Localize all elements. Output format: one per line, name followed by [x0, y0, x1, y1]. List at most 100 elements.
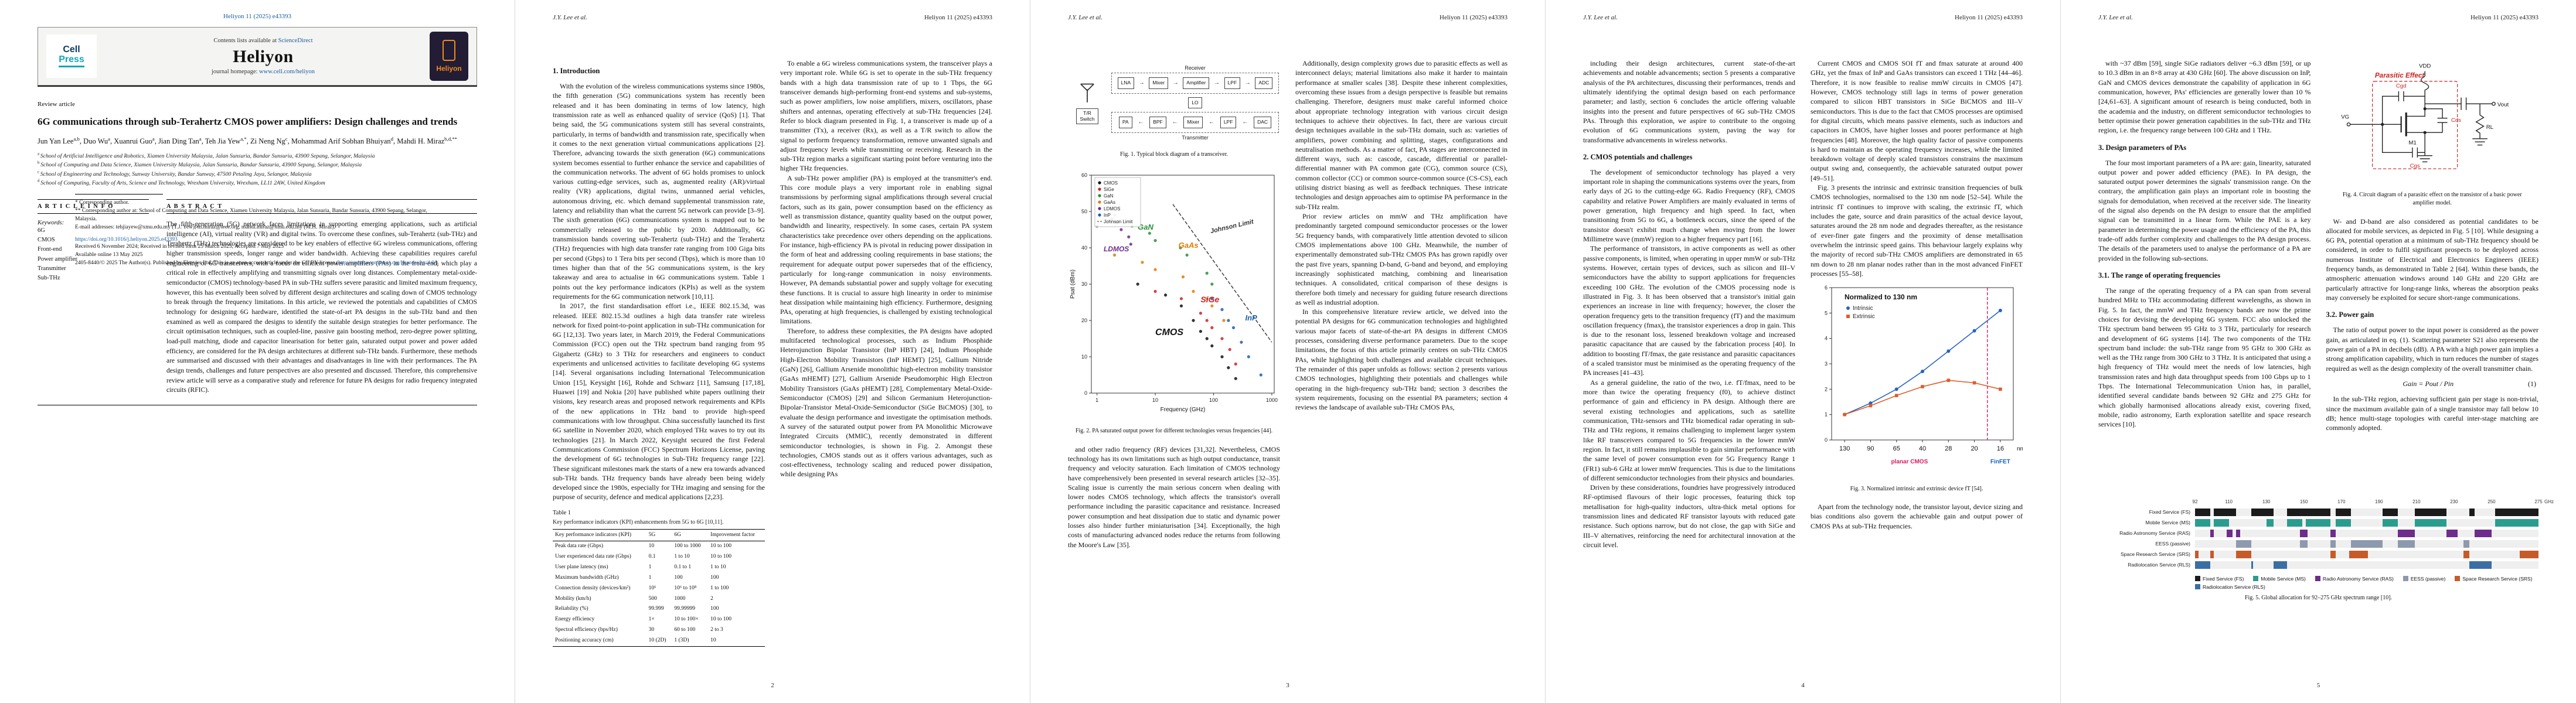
m1-label: M1 — [2408, 139, 2416, 146]
author-name[interactable]: Xuanrui Guo — [114, 137, 152, 146]
author-name[interactable]: Jun Yan Lee — [38, 137, 74, 146]
block-amplifier: Amplifier — [1183, 77, 1210, 89]
list-item: Received 6 November 2024; Received in re… — [75, 243, 284, 250]
running-issue: Heliyon 11 (2025) e43393 — [924, 14, 992, 21]
column-header: Improvement factor — [708, 528, 765, 541]
cellpress-logo[interactable]: Cell Press — [46, 35, 97, 78]
author-name[interactable]: Teh Jia Yew — [205, 137, 241, 146]
allocation-block — [2274, 561, 2287, 569]
transmitter-label: Transmitter — [1182, 134, 1209, 141]
vout-label: Vout — [2497, 101, 2509, 108]
svg-text:LDMOS: LDMOS — [1104, 206, 1120, 211]
allocation-block — [2475, 529, 2492, 537]
block-adc: ADC — [1255, 77, 1273, 89]
allocation-block — [2414, 508, 2447, 516]
svg-text:GaAs: GaAs — [1104, 200, 1115, 205]
homepage-line: journal homepage: www.cell.com/heliyon — [103, 69, 424, 75]
svg-text:FinFET: FinFET — [1990, 459, 2010, 465]
allocation-block — [2236, 529, 2240, 537]
copyright-suffix: ). — [435, 260, 440, 267]
allocation-block — [2195, 561, 2210, 569]
svg-text:4: 4 — [1825, 336, 1828, 342]
tr-switch-line1: T/R — [1083, 110, 1091, 116]
figure-1-caption: Fig. 1. Typical block diagram of a trans… — [1119, 151, 1229, 158]
table-row: Energy efficiency 1× 10 to 100× 10 to 100 — [555, 616, 732, 623]
svg-text:10: 10 — [1152, 397, 1158, 403]
figure-5-spectrum-allocation: 92 110 130 150 170 190 210 230 250 275 GHz Fixed Se… — [2098, 499, 2554, 610]
heliyon-logo-text: Heliyon — [436, 64, 462, 73]
running-header: J.Y. Lee et al. Heliyon 11 (2025) e43393 — [1583, 14, 2023, 21]
paragraph: Therefore, to address these complexities… — [780, 326, 992, 479]
doi-link[interactable]: https://doi.org/10.1016/j.heliyon.2025.e… — [75, 236, 178, 243]
arrow-icon: ← — [1138, 119, 1144, 126]
author-name[interactable]: Duo Wu — [83, 137, 108, 146]
page-5: J.Y. Lee et al. Heliyon 11 (2025) e43393 … — [2061, 0, 2576, 703]
cds-label: Cds — [2451, 117, 2461, 124]
page3-column-1: T/R Switch Receiver LNA → Mixer → Amplifier → L… — [1068, 59, 1280, 673]
section-heading: 3. Design parameters of PAs — [2098, 143, 2187, 152]
page2-column-1: 1. Introduction With the evolution of the… — [553, 59, 765, 673]
page5-column-2: Parasitic Effect VG VDD Vout RL M1 — [2326, 59, 2539, 492]
author-name[interactable]: Zi Neng Ng — [250, 137, 285, 146]
paragraph: In 2017, the first standardisation effor… — [553, 302, 765, 501]
paragraph: The performance of transistors, in activ… — [1583, 244, 1795, 377]
svg-text:100: 100 — [1209, 397, 1218, 403]
list-item: E-mail addresses: tehjiayew@xmu.edu.my (… — [75, 224, 336, 231]
cc-license-link[interactable]: http://creativecommons.org/licenses/by/4… — [338, 260, 436, 267]
author-name[interactable]: Mohammad Arif Sobhan Bhuiyan — [291, 137, 391, 146]
sciencedirect-link[interactable]: ScienceDirect — [278, 37, 313, 44]
allocation-block — [2286, 508, 2330, 516]
allocation-block — [2350, 540, 2383, 548]
spectrum-row: EESS (passive) — [2098, 538, 2538, 549]
allocation-block — [2305, 518, 2330, 527]
issue-link[interactable]: Heliyon 11 (2025) e43393 — [223, 13, 291, 20]
allocation-block — [2383, 508, 2398, 516]
vdd-label: VDD — [2419, 63, 2431, 69]
allocation-block — [2300, 529, 2308, 537]
svg-text:LDMOS: LDMOS — [1104, 245, 1129, 253]
history-dates: Received 6 November 2024; Received in re… — [75, 243, 440, 260]
page-number: 3 — [1286, 682, 1289, 689]
allocation-block — [2195, 508, 2210, 516]
running-issue: Heliyon 11 (2025) e43393 — [2470, 14, 2538, 21]
svg-text:GaN: GaN — [1104, 193, 1114, 199]
spectrum-row: Radiolocation Service (RLS) — [2098, 559, 2538, 570]
svg-text:Normalized to 130 nm: Normalized to 130 nm — [1845, 293, 1917, 301]
allocation-block — [2195, 550, 2199, 558]
arrow-icon: → — [1138, 80, 1145, 87]
allocation-block — [2266, 518, 2274, 527]
table-row: Reliability (%) 99.999 99.99999 100 — [555, 606, 719, 612]
homepage-prefix: journal homepage: — [211, 69, 260, 75]
svg-text:0: 0 — [1084, 390, 1087, 396]
arrow-icon: ← — [1172, 119, 1178, 126]
spectrum-row: Mobile Service (MS) — [2098, 517, 2538, 528]
svg-text:65: 65 — [1893, 445, 1900, 452]
paragraph: A sub-THz power amplifier (PA) is employ… — [780, 173, 992, 326]
allocation-block — [2251, 561, 2254, 569]
author-name[interactable]: Mahdi H. Miraz — [397, 137, 445, 146]
block-mixer: Mixer — [1183, 117, 1203, 128]
spectrum-row: Fixed Service (FS) — [2098, 507, 2538, 517]
svg-text:0: 0 — [1825, 437, 1828, 443]
svg-text:SiGe: SiGe — [1200, 295, 1219, 304]
paragraph: In the sub-THz region, achieving suffici… — [2326, 395, 2539, 432]
journal-homepage-link[interactable]: www.cell.com/heliyon — [259, 69, 315, 75]
footnotes[interactable]: * Corresponding author. ** Corresponding … — [75, 199, 440, 232]
allocation-block — [2210, 529, 2214, 537]
block-dac: DAC — [1254, 117, 1272, 128]
list-item: Available online 13 May 2025 — [75, 251, 143, 258]
section-heading: 3.2. Power gain — [2326, 310, 2374, 319]
allocation-block — [2330, 550, 2336, 558]
paragraph: The development of semiconductor technol… — [1583, 168, 1795, 243]
contents-prefix: Contents lists available at — [213, 37, 278, 44]
allocation-block — [2214, 518, 2229, 527]
author-name[interactable]: Jian Ding Tan — [158, 137, 199, 146]
article-type: Review article — [38, 101, 75, 108]
allocation-block — [2469, 561, 2492, 569]
paragraph: In this comprehensive literature review … — [1295, 308, 1508, 412]
column-header: 6G — [672, 528, 709, 541]
list-item: * Corresponding author. — [75, 199, 130, 206]
paragraph: The ratio of output power to the input p… — [2326, 326, 2539, 373]
running-author: J.Y. Lee et al. — [2098, 14, 2133, 21]
article-title: 6G communications through sub-Terahertz … — [38, 116, 458, 127]
